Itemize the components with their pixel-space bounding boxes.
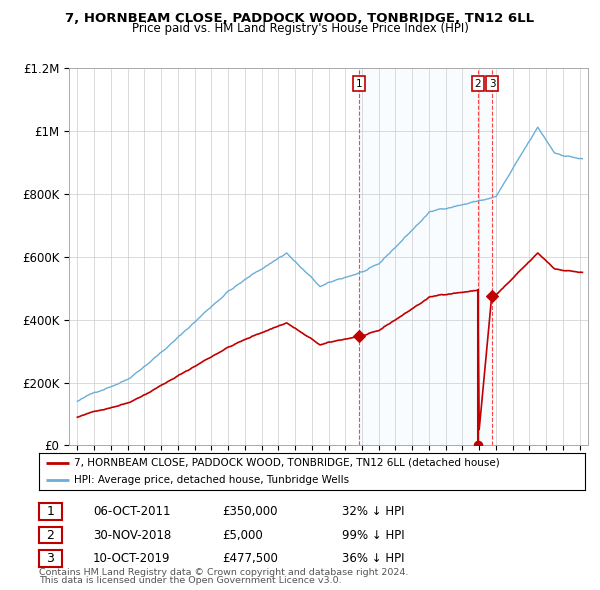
Bar xyxy=(359,68,492,445)
Text: 32% ↓ HPI: 32% ↓ HPI xyxy=(342,505,404,518)
Point xyxy=(473,441,482,450)
Text: 2: 2 xyxy=(46,529,55,542)
Text: 10-OCT-2019: 10-OCT-2019 xyxy=(93,552,170,565)
Text: 3: 3 xyxy=(489,78,496,88)
Text: 1: 1 xyxy=(356,78,362,88)
Point xyxy=(487,291,497,300)
Text: 30-NOV-2018: 30-NOV-2018 xyxy=(93,529,171,542)
Text: 7, HORNBEAM CLOSE, PADDOCK WOOD, TONBRIDGE, TN12 6LL: 7, HORNBEAM CLOSE, PADDOCK WOOD, TONBRID… xyxy=(65,12,535,25)
Text: 3: 3 xyxy=(46,552,55,565)
Text: Price paid vs. HM Land Registry's House Price Index (HPI): Price paid vs. HM Land Registry's House … xyxy=(131,22,469,35)
Text: Contains HM Land Registry data © Crown copyright and database right 2024.: Contains HM Land Registry data © Crown c… xyxy=(39,568,409,577)
Text: HPI: Average price, detached house, Tunbridge Wells: HPI: Average price, detached house, Tunb… xyxy=(74,475,350,485)
Text: £477,500: £477,500 xyxy=(222,552,278,565)
Point xyxy=(355,331,364,340)
Text: 1: 1 xyxy=(46,505,55,518)
Text: 06-OCT-2011: 06-OCT-2011 xyxy=(93,505,170,518)
Text: This data is licensed under the Open Government Licence v3.0.: This data is licensed under the Open Gov… xyxy=(39,576,341,585)
Text: 99% ↓ HPI: 99% ↓ HPI xyxy=(342,529,404,542)
Text: 2: 2 xyxy=(475,78,481,88)
Text: 7, HORNBEAM CLOSE, PADDOCK WOOD, TONBRIDGE, TN12 6LL (detached house): 7, HORNBEAM CLOSE, PADDOCK WOOD, TONBRID… xyxy=(74,458,500,468)
Text: £5,000: £5,000 xyxy=(222,529,263,542)
Text: £350,000: £350,000 xyxy=(222,505,277,518)
Text: 36% ↓ HPI: 36% ↓ HPI xyxy=(342,552,404,565)
